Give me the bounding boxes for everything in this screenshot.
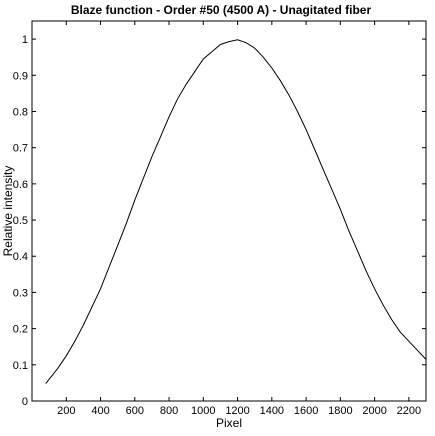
x-tick-label: 200 <box>57 405 75 417</box>
y-tick-label: 0.1 <box>13 360 28 372</box>
blaze-curve <box>45 39 427 384</box>
x-tick-label: 2200 <box>397 405 421 417</box>
y-tick-label: 0 <box>22 396 28 408</box>
plot-frame <box>31 20 427 402</box>
chart-title: Blaze function - Order #50 (4500 A) - Un… <box>71 3 372 17</box>
x-axis-title: Pixel <box>216 416 242 430</box>
y-axis-title: Relative intensity <box>1 166 15 257</box>
x-tick-label: 1400 <box>260 405 284 417</box>
y-axis: 0 0.1 0.2 0.3 0.4 0.5 0.6 0.7 0.8 0.9 1 <box>13 34 426 408</box>
y-tick-label: 0.7 <box>13 143 28 155</box>
x-axis: 200 400 600 800 1000 1200 1400 1600 1800 2000 2200 <box>57 21 421 417</box>
y-tick-label: 0.3 <box>13 287 28 299</box>
y-tick-label: 0.9 <box>13 70 28 82</box>
x-tick-label: 1200 <box>225 405 249 417</box>
x-tick-label: 1600 <box>294 405 318 417</box>
x-tick-label: 1000 <box>191 405 215 417</box>
y-tick-label: 0.4 <box>13 251 28 263</box>
x-tick-label: 400 <box>91 405 109 417</box>
x-tick-label: 2000 <box>362 405 386 417</box>
y-tick-label: 0.6 <box>13 179 28 191</box>
x-tick-label: 1800 <box>328 405 352 417</box>
y-tick-label: 0.8 <box>13 106 28 118</box>
x-tick-label: 600 <box>126 405 144 417</box>
x-tick-label: 800 <box>160 405 178 417</box>
y-tick-label: 0.2 <box>13 324 28 336</box>
y-tick-label: 1 <box>22 34 28 46</box>
y-tick-label: 0.5 <box>13 215 28 227</box>
